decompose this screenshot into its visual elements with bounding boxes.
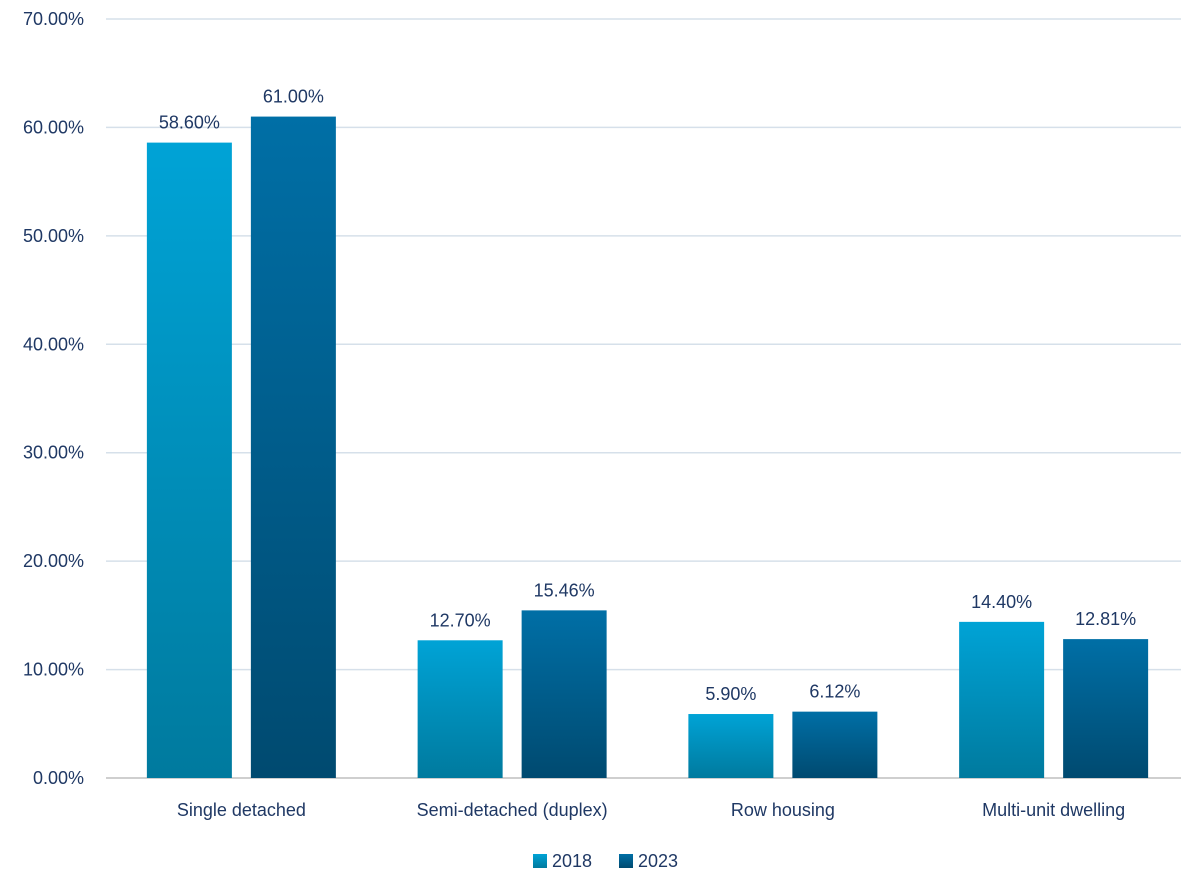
category-label: Semi-detached (duplex) (417, 800, 608, 820)
bars (146, 116, 1149, 779)
bar-2023-2 (521, 610, 607, 778)
data-labels: 58.60% 61.00% 12.70% 15.46% 5.90% 6.12% 14.40%… (159, 87, 1136, 704)
data-label-2023-4: 12.81% (1075, 609, 1136, 629)
legend-item-2023: 2023 (619, 851, 678, 871)
x-axis-category-labels: Single detached Semi-detached (duplex) Row… (177, 800, 1125, 820)
legend-item-2018: 2018 (533, 851, 592, 871)
legend-label: 2023 (638, 851, 678, 871)
y-tick-label: 70.00% (23, 9, 84, 29)
bar-2018-4 (959, 621, 1045, 778)
category-label: Multi-unit dwelling (982, 800, 1125, 820)
data-label-2023-2: 15.46% (534, 580, 595, 600)
y-tick-label: 10.00% (23, 660, 84, 680)
legend: 2018 2023 (533, 851, 678, 871)
category-label: Single detached (177, 800, 306, 820)
bar-2018-3 (688, 714, 774, 778)
data-label-2018-2: 12.70% (430, 610, 491, 630)
bar-2023-1 (250, 116, 336, 779)
bar-2018-1 (146, 142, 232, 778)
data-label-2018-4: 14.40% (971, 592, 1032, 612)
y-tick-label: 60.00% (23, 117, 84, 137)
legend-swatch (533, 854, 547, 868)
category-label: Row housing (731, 800, 835, 820)
y-tick-label: 40.00% (23, 334, 84, 354)
data-label-2023-1: 61.00% (263, 87, 324, 107)
y-tick-label: 0.00% (33, 768, 84, 788)
y-tick-label: 20.00% (23, 551, 84, 571)
data-label-2018-3: 5.90% (705, 684, 756, 704)
bar-2018-2 (417, 640, 503, 778)
y-axis-tick-labels: 0.00% 10.00% 20.00% 30.00% 40.00% 50.00% 60.00… (23, 9, 84, 788)
bar-2023-4 (1063, 639, 1149, 778)
data-label-2018-1: 58.60% (159, 113, 220, 133)
data-label-2023-3: 6.12% (809, 682, 860, 702)
legend-swatch (619, 854, 633, 868)
y-tick-label: 30.00% (23, 443, 84, 463)
bar-2023-3 (792, 711, 878, 778)
y-tick-label: 50.00% (23, 226, 84, 246)
legend-label: 2018 (552, 851, 592, 871)
